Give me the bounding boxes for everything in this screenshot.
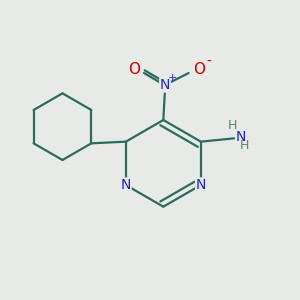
- Text: O: O: [193, 62, 205, 77]
- Text: O: O: [128, 62, 140, 77]
- Text: N: N: [121, 178, 131, 192]
- Text: N: N: [160, 78, 170, 92]
- Text: H: H: [240, 139, 250, 152]
- Text: N: N: [236, 130, 246, 144]
- Text: H: H: [228, 119, 237, 132]
- Text: +: +: [168, 73, 177, 83]
- Text: -: -: [206, 55, 211, 69]
- Text: N: N: [196, 178, 206, 192]
